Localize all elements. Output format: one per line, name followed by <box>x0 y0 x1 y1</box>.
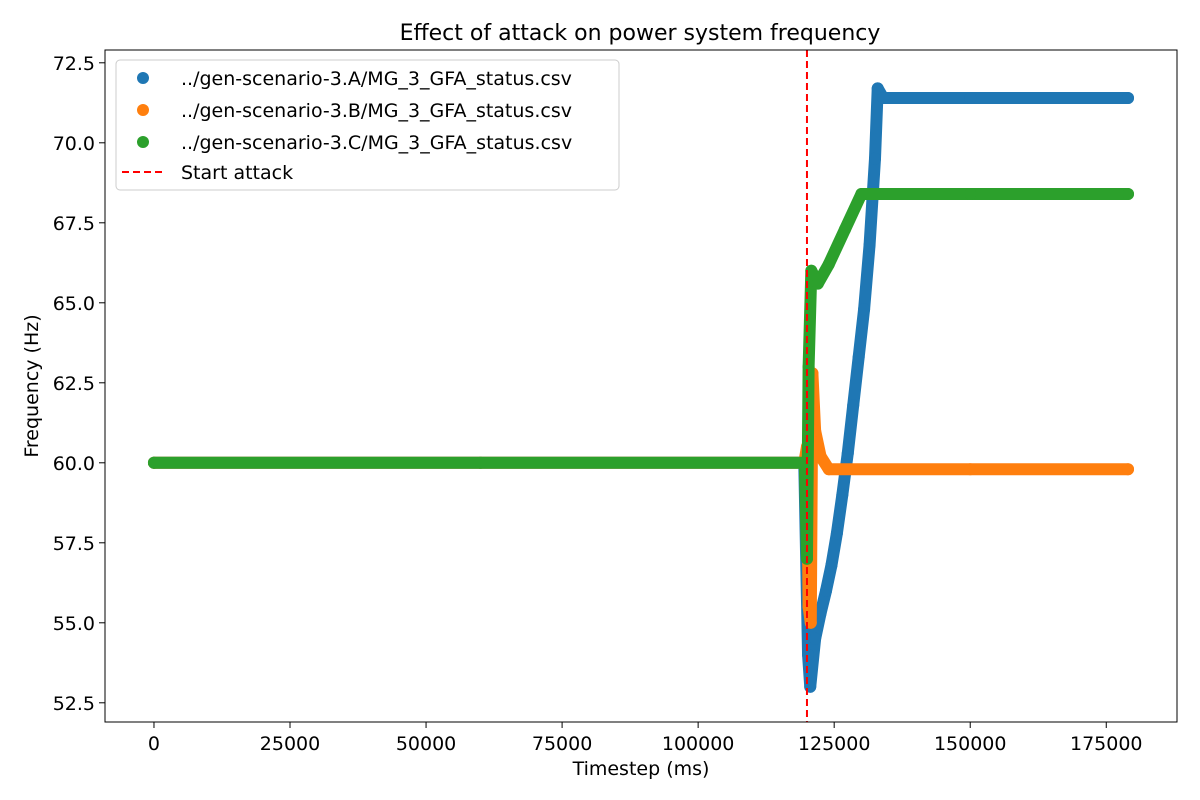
data-point <box>852 351 865 364</box>
data-point <box>1122 463 1135 476</box>
x-tick-label: 150000 <box>934 733 1007 755</box>
series-line-3 <box>147 188 1135 565</box>
legend-entry-label: ../gen-scenario-3.C/MG_3_GFA_status.csv <box>181 132 572 154</box>
plot-area <box>147 50 1135 722</box>
data-point <box>147 456 160 469</box>
data-point <box>877 92 890 104</box>
legend: ../gen-scenario-3.A/MG_3_GFA_status.csv.… <box>115 59 620 191</box>
y-tick-label: 52.5 <box>53 693 95 715</box>
legend-entry-label: ../gen-scenario-3.B/MG_3_GFA_status.csv <box>181 100 572 122</box>
x-tick-label: 175000 <box>1070 733 1143 755</box>
data-point <box>822 258 835 271</box>
data-point <box>802 360 815 373</box>
legend-marker <box>137 72 149 84</box>
legend-entry-label: Start attack <box>181 162 293 184</box>
axis-ticks: 0 25000 50000 75000 100000 125000 150000 175000… <box>53 53 1143 755</box>
data-point <box>805 264 818 277</box>
x-tick-label: 50000 <box>396 733 456 755</box>
data-point <box>811 277 824 290</box>
y-tick-label: 70.0 <box>53 133 95 155</box>
data-point <box>1122 188 1135 200</box>
y-tick-label: 62.5 <box>53 373 95 395</box>
legend-box <box>115 59 620 191</box>
axes-frame <box>104 49 1178 723</box>
data-point <box>802 648 815 661</box>
y-tick-label: 72.5 <box>53 53 95 75</box>
series-line-2 <box>147 367 1135 629</box>
data-point <box>820 584 833 597</box>
legend-marker <box>137 104 149 116</box>
data-point <box>1122 92 1135 104</box>
data-point <box>836 488 849 501</box>
data-point <box>802 600 815 613</box>
data-point <box>841 447 854 460</box>
plot-marks <box>147 82 1135 693</box>
data-point <box>474 456 487 469</box>
legend-entry-label: ../gen-scenario-3.A/MG_3_GFA_status.csv <box>181 68 572 90</box>
x-tick-label: 75000 <box>532 733 592 755</box>
y-tick-label: 67.5 <box>53 213 95 235</box>
x-axis-label: Timestep (ms) <box>572 758 710 780</box>
x-tick-label: 125000 <box>798 733 871 755</box>
x-tick-label: 0 <box>148 733 160 755</box>
data-point <box>964 92 977 104</box>
y-tick-label: 55.0 <box>53 613 95 635</box>
data-point <box>858 303 871 316</box>
data-point <box>964 463 977 476</box>
data-point <box>847 399 860 412</box>
data-point <box>809 632 822 645</box>
y-tick-label: 57.5 <box>53 533 95 555</box>
y-tick-label: 65.0 <box>53 293 95 315</box>
y-axis-label: Frequency (Hz) <box>21 314 43 457</box>
data-point <box>814 607 827 620</box>
chart-title: Effect of attack on power system frequen… <box>400 21 881 46</box>
data-point <box>825 559 838 572</box>
legend-marker <box>137 136 149 148</box>
data-point <box>798 456 811 469</box>
data-point <box>814 450 827 463</box>
data-point <box>871 82 884 95</box>
x-tick-label: 25000 <box>260 733 320 755</box>
y-tick-label: 60.0 <box>53 453 95 475</box>
data-point <box>868 152 881 165</box>
data-point <box>964 188 977 200</box>
data-point <box>830 527 843 540</box>
data-point <box>822 463 835 476</box>
data-point <box>839 223 852 236</box>
data-point <box>863 239 876 252</box>
x-tick-label: 100000 <box>662 733 735 755</box>
data-point <box>855 188 868 200</box>
